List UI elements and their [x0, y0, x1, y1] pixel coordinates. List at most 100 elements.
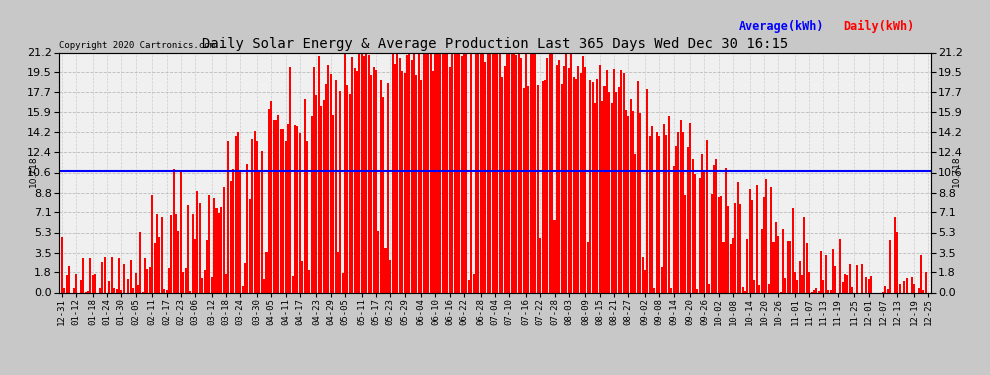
Bar [753, 280, 755, 292]
Bar [458, 49, 460, 292]
Bar [353, 68, 355, 292]
Bar [287, 124, 289, 292]
Bar [163, 289, 165, 292]
Bar [292, 276, 294, 292]
Bar [528, 86, 530, 292]
Bar [89, 258, 91, 292]
Bar [758, 285, 760, 292]
Bar [653, 288, 655, 292]
Bar [225, 273, 227, 292]
Bar [784, 278, 786, 292]
Bar [296, 126, 298, 292]
Bar [763, 196, 765, 292]
Bar [380, 80, 382, 292]
Bar [277, 115, 279, 292]
Bar [223, 188, 225, 292]
Bar [596, 79, 598, 292]
Bar [635, 154, 637, 292]
Bar [280, 129, 282, 292]
Bar [446, 49, 448, 292]
Bar [413, 49, 415, 292]
Bar [742, 287, 743, 292]
Bar [504, 66, 506, 292]
Bar [375, 70, 377, 292]
Bar [894, 217, 896, 292]
Bar [137, 285, 139, 292]
Bar [140, 232, 142, 292]
Bar [692, 159, 694, 292]
Bar [689, 123, 691, 292]
Bar [592, 82, 594, 292]
Bar [394, 64, 396, 292]
Bar [718, 197, 720, 292]
Bar [304, 99, 306, 292]
Text: Copyright 2020 Cartronics.com: Copyright 2020 Cartronics.com [59, 41, 215, 50]
Bar [704, 171, 706, 292]
Bar [699, 178, 701, 292]
Bar [342, 273, 344, 292]
Bar [384, 248, 386, 292]
Bar [299, 133, 301, 292]
Bar [648, 136, 650, 292]
Bar [348, 94, 350, 292]
Bar [675, 146, 677, 292]
Bar [311, 116, 313, 292]
Bar [743, 291, 745, 292]
Bar [337, 252, 339, 292]
Bar [323, 100, 325, 292]
Bar [187, 205, 189, 292]
Bar [848, 264, 850, 292]
Bar [577, 66, 579, 292]
Bar [840, 239, 842, 292]
Bar [799, 261, 801, 292]
Bar [637, 81, 639, 292]
Bar [189, 291, 191, 292]
Bar [494, 49, 496, 292]
Bar [111, 257, 113, 292]
Bar [420, 80, 422, 292]
Bar [867, 279, 870, 292]
Bar [382, 97, 384, 292]
Bar [204, 270, 206, 292]
Bar [670, 288, 672, 292]
Bar [340, 91, 342, 292]
Bar [787, 242, 789, 292]
Bar [228, 141, 230, 292]
Bar [328, 64, 330, 292]
Bar [760, 229, 762, 292]
Bar [332, 115, 335, 292]
Bar [270, 102, 272, 292]
Bar [667, 116, 670, 292]
Bar [148, 267, 150, 292]
Bar [104, 257, 106, 292]
Bar [437, 49, 439, 292]
Bar [735, 203, 737, 292]
Bar [632, 111, 634, 292]
Bar [513, 49, 515, 292]
Bar [618, 87, 620, 292]
Bar [470, 49, 472, 292]
Bar [537, 85, 539, 292]
Bar [575, 79, 577, 292]
Bar [594, 103, 596, 292]
Bar [806, 243, 808, 292]
Bar [613, 69, 615, 292]
Bar [156, 214, 158, 292]
Bar [823, 280, 825, 292]
Bar [133, 288, 135, 292]
Bar [216, 207, 218, 292]
Bar [484, 62, 486, 292]
Bar [677, 132, 679, 292]
Bar [356, 71, 358, 292]
Title: Daily Solar Energy & Average Production Last 365 Days Wed Dec 30 16:15: Daily Solar Energy & Average Production … [202, 38, 788, 51]
Bar [499, 49, 501, 292]
Bar [553, 220, 555, 292]
Bar [530, 49, 532, 292]
Bar [313, 67, 315, 292]
Bar [865, 277, 867, 292]
Bar [147, 269, 148, 292]
Bar [240, 171, 242, 292]
Bar [206, 240, 208, 292]
Bar [318, 56, 320, 292]
Bar [896, 232, 898, 292]
